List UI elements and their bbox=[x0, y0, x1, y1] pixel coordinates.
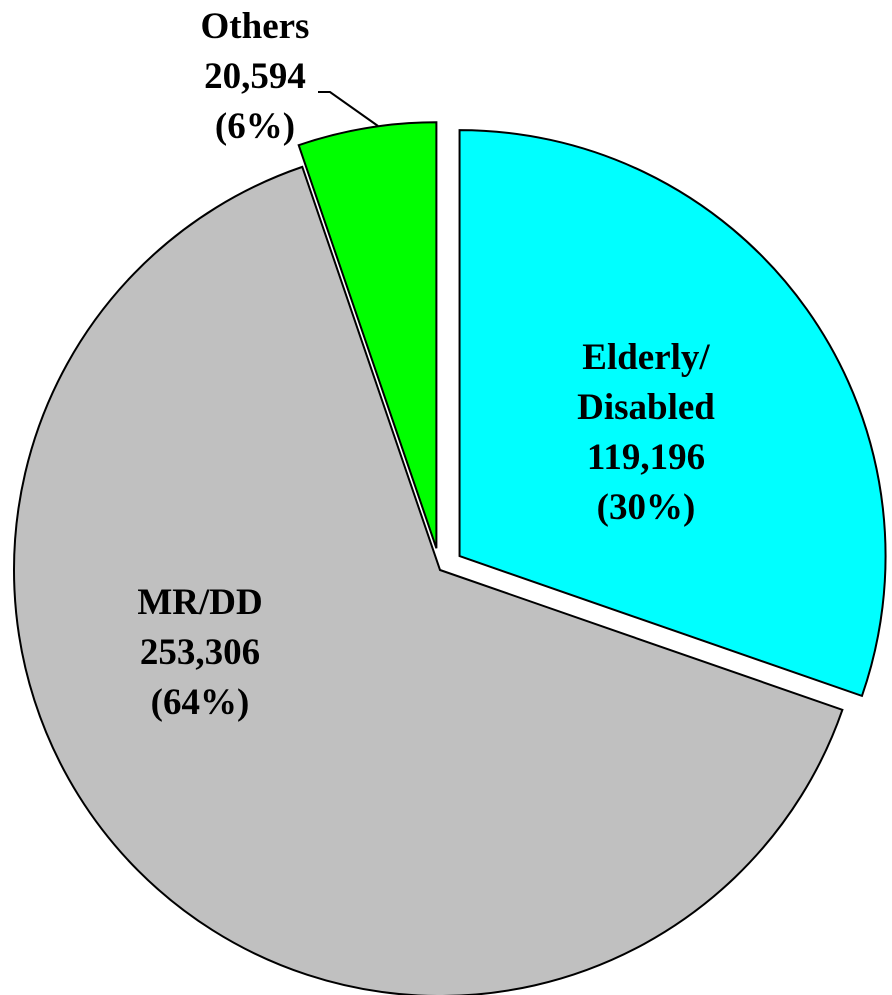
value-label: 20,594 bbox=[204, 56, 306, 97]
slice-label: MR/DD 253,306 (64%) bbox=[50, 578, 350, 728]
leader-line bbox=[318, 91, 379, 127]
slice-label: Elderly/ Disabled 119,196 (30%) bbox=[571, 333, 721, 533]
value-label: 253,306 bbox=[139, 632, 261, 673]
pie-slice bbox=[458, 129, 887, 698]
category-label: Others bbox=[200, 6, 310, 47]
category-label: MR/DD bbox=[137, 582, 263, 623]
category-label: Elderly/ Disabled bbox=[577, 337, 715, 428]
percent-label: (6%) bbox=[214, 106, 296, 147]
percent-label: (64%) bbox=[150, 682, 250, 723]
pie-slice bbox=[13, 165, 844, 995]
percent-label: (30%) bbox=[596, 487, 696, 528]
slice-label: Others 20,594 (6%) bbox=[105, 2, 405, 152]
pie-slice bbox=[297, 121, 438, 549]
value-label: 119,196 bbox=[586, 437, 706, 478]
